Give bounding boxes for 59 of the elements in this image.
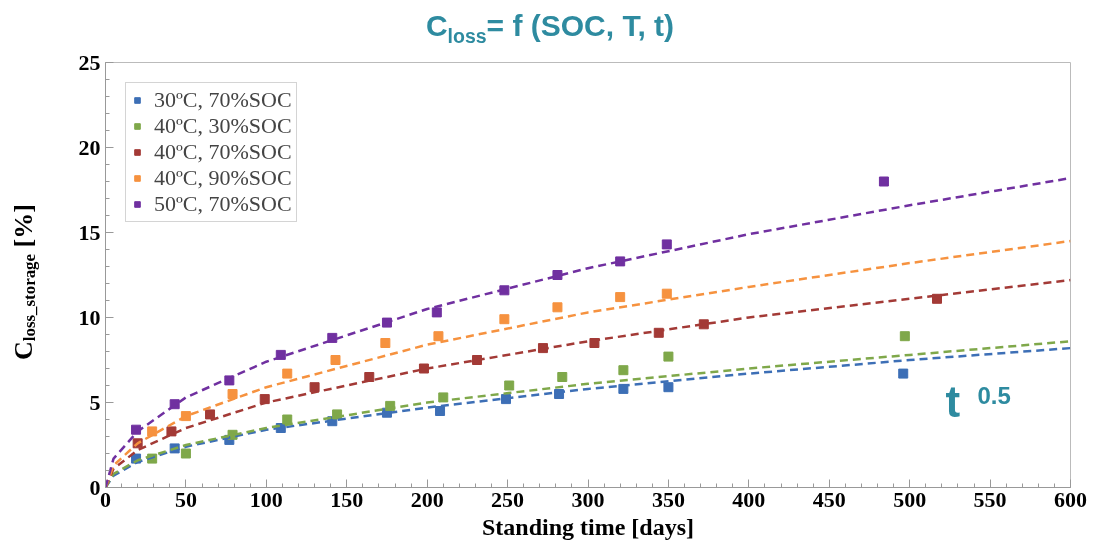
x-tick-label: 400 (732, 486, 766, 512)
point (618, 383, 629, 394)
point (589, 338, 600, 348)
point (282, 414, 293, 425)
x-tick-label: 450 (812, 486, 846, 512)
point (380, 338, 391, 348)
x-tick-label: 150 (330, 486, 364, 512)
point (899, 331, 910, 342)
point (898, 368, 909, 379)
x-tick-label: 250 (491, 486, 525, 512)
y-tick-label: 15 (78, 219, 101, 245)
x-tick-label: 200 (410, 486, 444, 512)
point (499, 285, 510, 296)
legend-label: 30ºC, 70%SOC (154, 87, 292, 113)
x-tick-label: 500 (893, 486, 927, 512)
x-tick-label: 50 (174, 486, 197, 512)
point (557, 372, 568, 382)
point (435, 406, 446, 416)
point (205, 409, 216, 420)
legend-label: 40ºC, 90%SOC (154, 165, 292, 191)
legend-label: 50ºC, 70%SOC (154, 191, 292, 217)
point (180, 448, 191, 459)
point (661, 239, 672, 250)
point (227, 389, 238, 399)
x-tick-label: 300 (571, 486, 605, 512)
point (381, 317, 392, 328)
y-tick-label: 10 (78, 304, 101, 330)
point (504, 380, 515, 391)
x-tick-label: 600 (1054, 486, 1087, 512)
x-axis-title: Standing time [days] (481, 513, 695, 540)
point (499, 314, 510, 325)
point (663, 382, 674, 393)
point (166, 426, 177, 437)
chart-title: C$_{loss}$= f (SOC, T, t) (425, 8, 675, 49)
point (309, 382, 320, 393)
point (418, 363, 429, 374)
y-tick-label: 25 (78, 49, 101, 75)
point (431, 307, 442, 318)
x-tick-label: 550 (973, 486, 1007, 512)
point (147, 426, 158, 437)
point (330, 355, 341, 365)
point (663, 351, 674, 362)
point (552, 270, 563, 280)
x-tick-label: 350 (651, 486, 685, 512)
point (618, 365, 629, 376)
point (932, 293, 943, 304)
x-tick-label: 100 (249, 486, 283, 512)
legend-label: 40ºC, 70%SOC (154, 139, 292, 165)
point (878, 176, 889, 187)
point (433, 331, 444, 342)
y-tick-label: 5 (89, 389, 101, 415)
point (438, 392, 449, 403)
point (615, 292, 626, 303)
legend-label: 40ºC, 30%SOC (154, 113, 292, 139)
point (661, 288, 672, 299)
y-tick-label: 20 (78, 134, 101, 160)
point (615, 256, 626, 267)
point (282, 368, 293, 379)
point (552, 302, 563, 313)
